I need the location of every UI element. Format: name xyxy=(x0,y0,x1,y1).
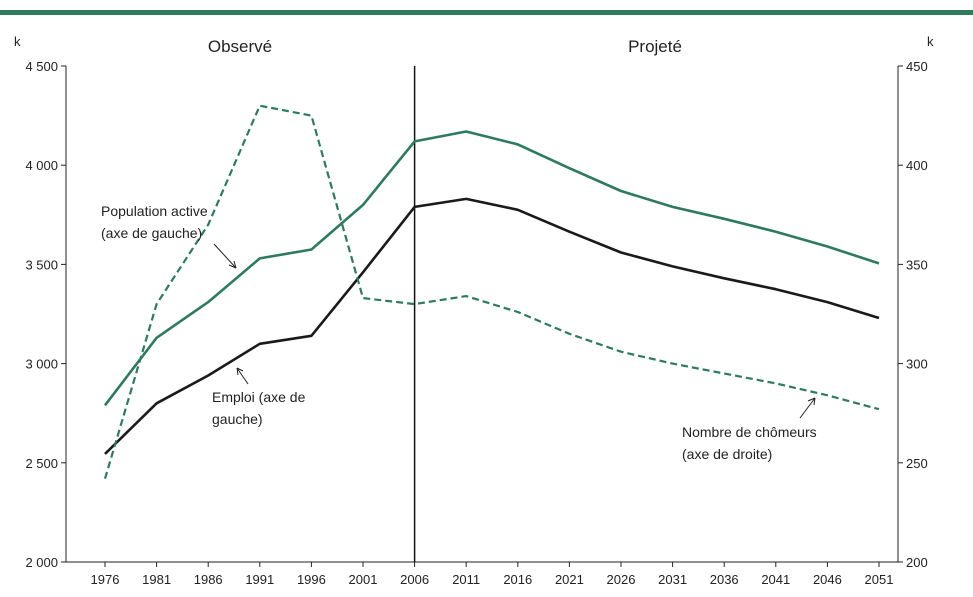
x-tick-label: 2016 xyxy=(503,572,532,587)
x-tick-label: 1986 xyxy=(194,572,223,587)
left-tick-label: 4 500 xyxy=(25,59,58,74)
annotation-population-active-line2: (axe de gauche) xyxy=(101,225,202,241)
annotation-emploi-line1: Emploi (axe de xyxy=(212,389,306,405)
x-tick-label: 2011 xyxy=(452,572,480,587)
right-tick-label: 450 xyxy=(906,59,928,74)
series-lines xyxy=(103,104,880,480)
x-tick-label: 1976 xyxy=(91,572,120,587)
header-bar xyxy=(0,10,973,15)
right-unit-label: k xyxy=(927,34,934,49)
annotation-chomeurs-line1: Nombre de chômeurs xyxy=(682,424,817,440)
left-tick-label: 3 000 xyxy=(25,357,58,372)
series-line-emploi xyxy=(104,197,880,455)
section-label-observed: Observé xyxy=(208,37,272,56)
right-tick-label: 200 xyxy=(906,555,928,570)
left-tick-label: 3 500 xyxy=(25,257,58,272)
left-tick-label: 4 000 xyxy=(25,158,58,173)
x-tick-label: 2036 xyxy=(710,572,739,587)
axes xyxy=(65,66,899,563)
annotation-population-active-line1: Population active xyxy=(101,203,208,219)
annotation-emploi-line2: gauche) xyxy=(212,411,263,427)
x-tick-label: 2026 xyxy=(607,572,636,587)
annotation-emploi-arrow xyxy=(236,367,249,385)
right-tick-label: 350 xyxy=(906,257,928,272)
annotation-chomeurs-line2: (axe de droite) xyxy=(682,446,772,462)
annotation-chomeurs-arrow xyxy=(799,397,816,419)
left-tick-label: 2 000 xyxy=(25,555,58,570)
right-tick-label: 400 xyxy=(906,158,928,173)
annotation-chomeurs-arrowhead xyxy=(807,397,816,406)
x-tick-label: 2021 xyxy=(555,572,584,587)
left-unit-label: k xyxy=(14,34,21,49)
x-tick-label: 1981 xyxy=(142,572,171,587)
x-tick-label: 2041 xyxy=(761,572,790,587)
x-tick-label: 1996 xyxy=(297,572,326,587)
series-line-population_active xyxy=(103,130,880,407)
right-tick-label: 300 xyxy=(906,357,928,372)
section-label-projected: Projeté xyxy=(628,37,682,56)
annotation-emploi-arrowhead xyxy=(236,367,244,376)
annotation-population-active-arrow xyxy=(213,243,237,269)
right-tick-label: 250 xyxy=(906,456,928,471)
x-tick-label: 1991 xyxy=(245,572,274,587)
left-tick-label: 2 500 xyxy=(25,456,58,471)
x-tick-label: 2031 xyxy=(658,572,687,587)
x-tick-label: 2051 xyxy=(865,572,894,587)
annotation-population-active-arrowhead xyxy=(228,260,237,269)
x-tick-label: 2001 xyxy=(349,572,378,587)
tick-marks: 2 000 2 500 3 000 3 500 4 000 4 500 200 250 300 3… xyxy=(25,59,927,587)
x-tick-label: 2006 xyxy=(400,572,429,587)
series-line-chomeurs xyxy=(103,104,880,480)
x-tick-label: 2046 xyxy=(813,572,842,587)
